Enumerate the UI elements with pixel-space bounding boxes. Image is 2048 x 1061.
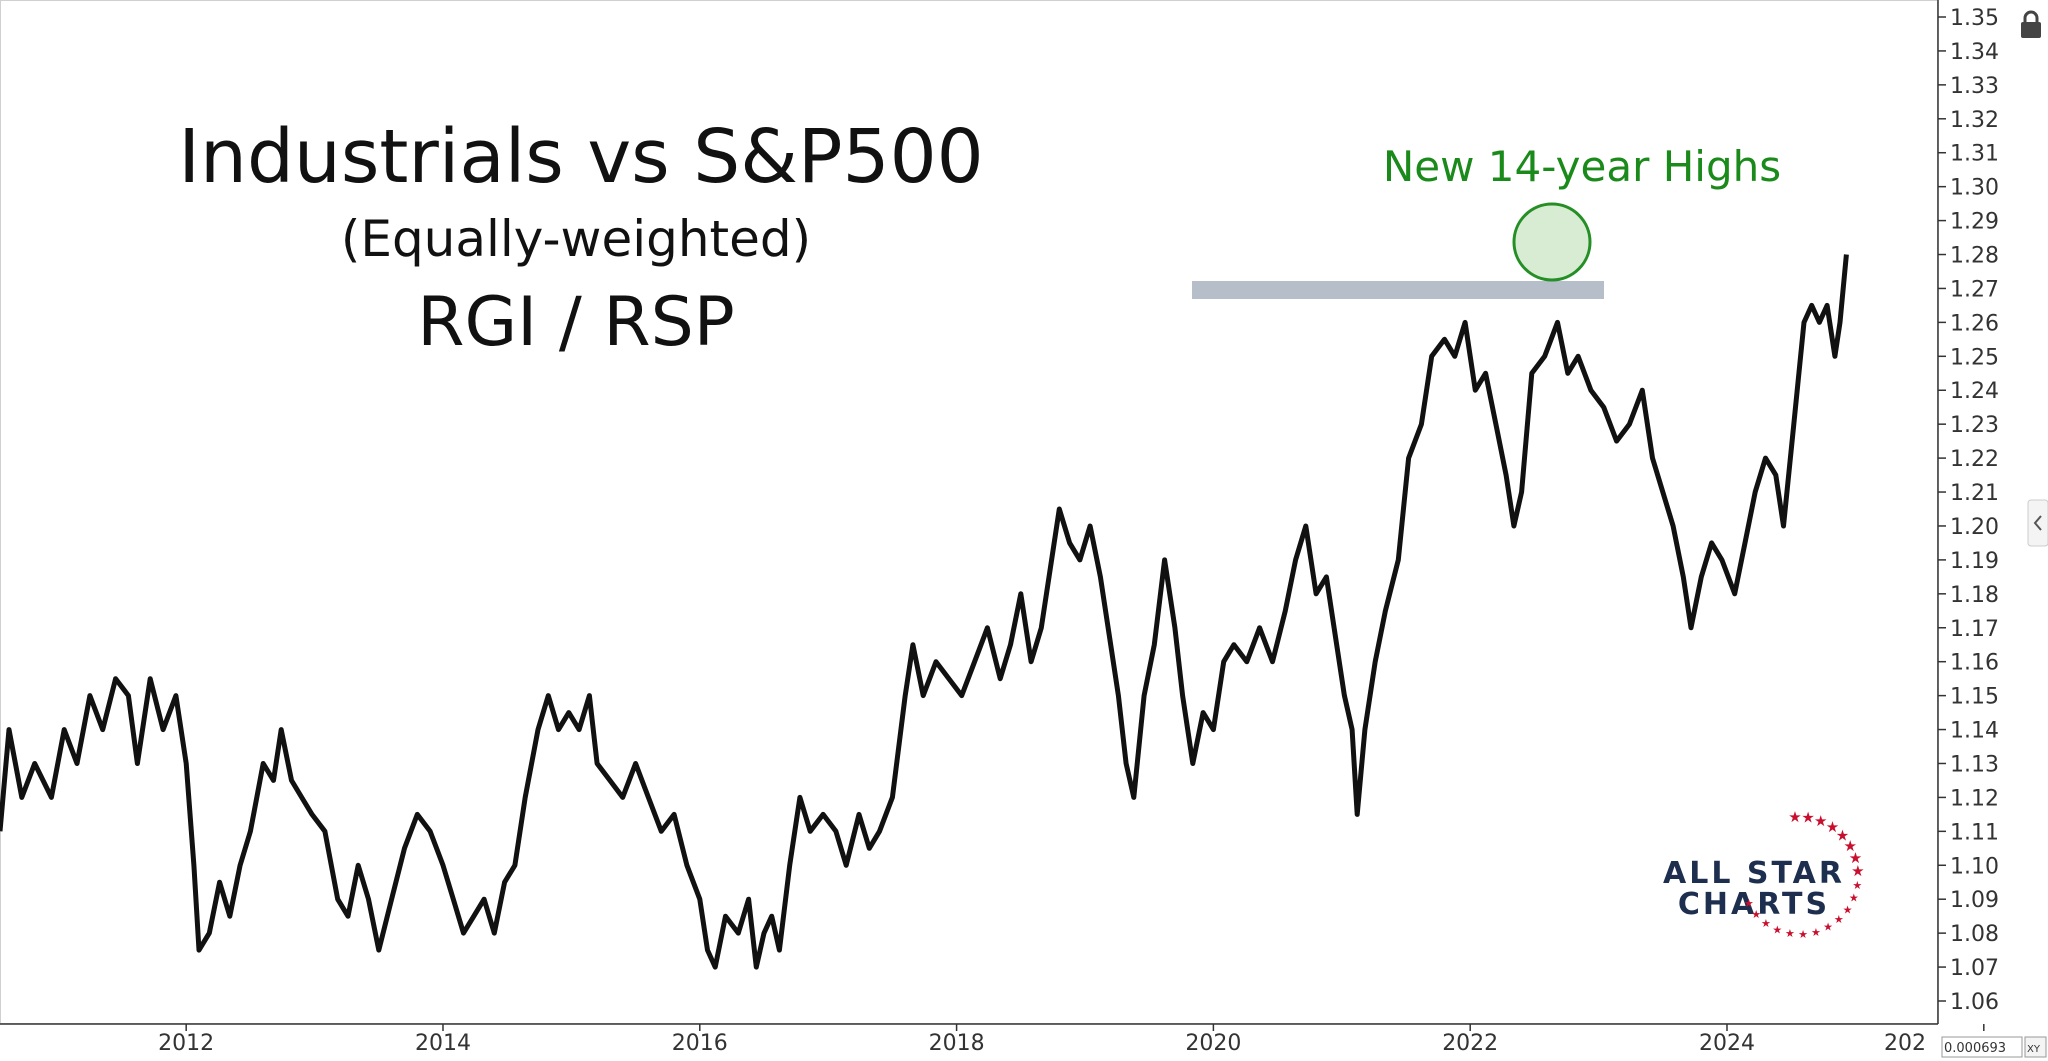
y-tick-label: 1.20 <box>1950 515 1999 540</box>
chevron-left-icon[interactable] <box>2027 499 2048 547</box>
logo-star: ★ <box>1772 923 1782 936</box>
y-tick-label: 1.18 <box>1950 583 1999 608</box>
logo-star: ★ <box>1836 826 1849 844</box>
y-tick-label: 1.27 <box>1950 277 1999 302</box>
svg-text:0.000693: 0.000693 <box>1944 1041 2006 1056</box>
y-tick-label: 1.28 <box>1950 244 1999 269</box>
y-tick-label: 1.34 <box>1950 40 1999 65</box>
value-readout: 0.000693 XY <box>1941 1036 2047 1058</box>
logo-star: ★ <box>1798 928 1808 941</box>
logo-star: ★ <box>1823 921 1833 934</box>
logo-star: ★ <box>1788 808 1801 826</box>
resistance-band <box>1192 281 1604 299</box>
logo-star: ★ <box>1785 927 1795 940</box>
annotation-text: New 14-year Highs <box>1383 142 1781 191</box>
logo-star: ★ <box>1826 818 1839 836</box>
x-tick-label: 202 <box>1884 1031 1926 1056</box>
x-tick-label: 2014 <box>415 1031 471 1056</box>
chart-subtitle: (Equally-weighted) <box>341 210 811 268</box>
y-tick-label: 1.22 <box>1950 447 1999 472</box>
y-tick-label: 1.30 <box>1950 176 1999 201</box>
x-tick-label: 2024 <box>1699 1031 1755 1056</box>
y-tick-label: 1.06 <box>1950 990 1999 1015</box>
y-tick-label: 1.15 <box>1950 685 1999 710</box>
y-tick-label: 1.12 <box>1950 786 1999 811</box>
x-axis-ticks: 2012 2014 2016 2018 2020 2022 2024 202 <box>158 1024 1985 1056</box>
logo-star: ★ <box>1834 913 1844 926</box>
logo-star: ★ <box>1849 849 1862 867</box>
y-tick-label: 1.19 <box>1950 549 1999 574</box>
y-tick-label: 1.07 <box>1950 956 1999 981</box>
x-tick-label: 2022 <box>1442 1031 1498 1056</box>
x-tick-label: 2016 <box>672 1031 728 1056</box>
lock-icon[interactable] <box>2021 10 2041 38</box>
y-tick-label: 1.24 <box>1950 379 1999 404</box>
y-tick-label: 1.29 <box>1950 210 1999 235</box>
svg-text:CHARTS: CHARTS <box>1678 887 1830 922</box>
logo-star: ★ <box>1751 908 1761 921</box>
chart-title: Industrials vs S&P500 <box>178 114 984 200</box>
svg-text:ALL STAR: ALL STAR <box>1663 856 1845 891</box>
all-star-charts-logo: ALL STAR CHARTS ★ ★ ★★★★★★★★★★★★★★★★★★ <box>1663 808 1865 941</box>
svg-text:XY: XY <box>2027 1044 2041 1055</box>
y-tick-label: 1.16 <box>1950 651 1999 676</box>
y-tick-label: 1.11 <box>1950 820 1999 845</box>
logo-star: ★ <box>1801 809 1814 827</box>
ratio-label: RGI / RSP <box>417 283 735 362</box>
x-tick-label: 2012 <box>158 1031 214 1056</box>
y-tick-label: 1.21 <box>1950 481 1999 506</box>
y-tick-label: 1.31 <box>1950 142 1999 167</box>
series-line-rgi-rsp <box>0 254 1849 970</box>
x-tick-label: 2020 <box>1185 1031 1241 1056</box>
y-tick-label: 1.33 <box>1950 74 1999 99</box>
logo-star: ★ <box>1843 903 1853 916</box>
y-tick-label: 1.35 <box>1950 6 1999 31</box>
highlight-circle <box>1512 202 1592 282</box>
y-tick-label: 1.26 <box>1950 311 1999 336</box>
logo-star: ★ <box>1761 917 1771 930</box>
x-tick-label: 2018 <box>929 1031 985 1056</box>
y-tick-label: 1.08 <box>1950 922 1999 947</box>
y-tick-label: 1.10 <box>1950 854 1999 879</box>
y-tick-label: 1.09 <box>1950 888 1999 913</box>
y-axis-ticks: 1.35 1.34 1.33 1.32 1.31 1.30 1.29 1.28 1.27 1.26… <box>1938 6 1999 1015</box>
y-tick-label: 1.23 <box>1950 413 1999 438</box>
y-tick-label: 1.32 <box>1950 108 1999 133</box>
y-tick-label: 1.14 <box>1950 719 1999 744</box>
logo-star: ★ <box>1844 837 1857 855</box>
y-tick-label: 1.17 <box>1950 617 1999 642</box>
logo-star: ★ <box>1849 892 1859 905</box>
logo-star: ★ <box>1811 926 1821 939</box>
logo-star: ★ <box>1852 879 1862 892</box>
logo-star: ★ <box>1814 812 1827 830</box>
y-tick-label: 1.13 <box>1950 752 1999 777</box>
logo-star: ★ <box>1851 862 1864 880</box>
logo-star: ★ <box>1744 897 1754 910</box>
y-tick-label: 1.25 <box>1950 345 1999 370</box>
